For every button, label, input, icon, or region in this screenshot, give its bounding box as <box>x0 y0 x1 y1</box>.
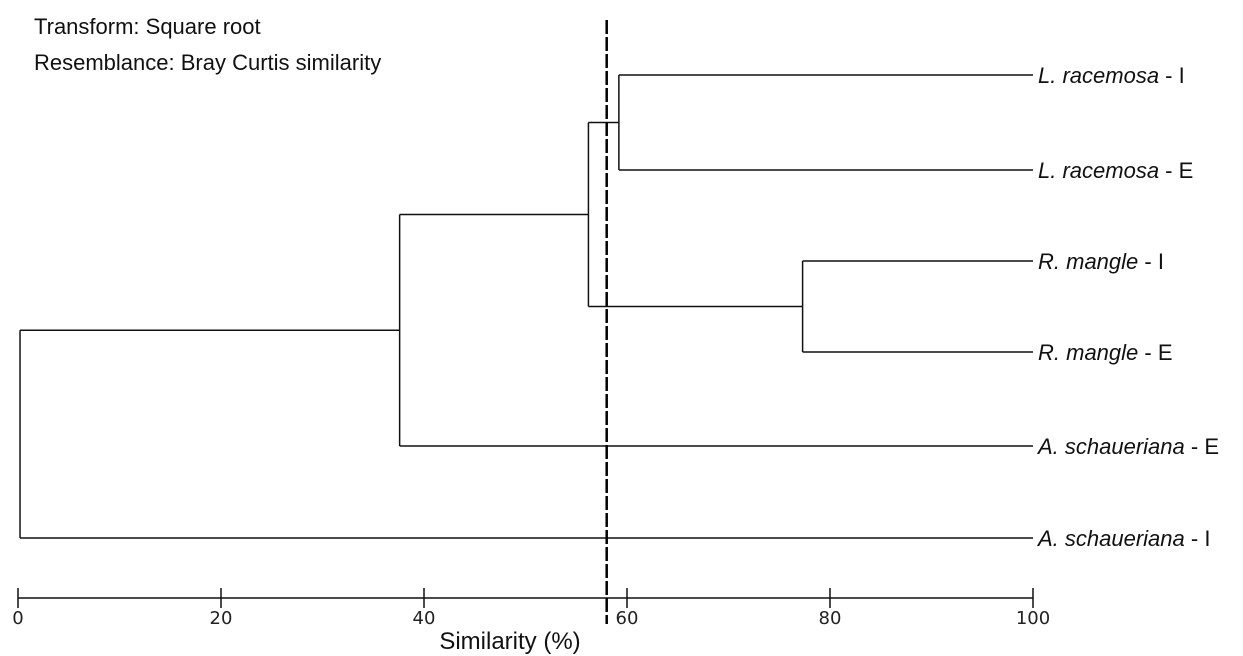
leaf-species: R. mangle <box>1038 340 1138 365</box>
leaf-species: R. mangle <box>1038 249 1138 274</box>
leaf-label: L. racemosa - E <box>1038 158 1193 183</box>
leaf-species: L. racemosa <box>1038 158 1159 183</box>
tick-label: 60 <box>616 608 639 629</box>
leaf-site: - I <box>1159 63 1185 88</box>
leaf-species: A. schaueriana <box>1036 434 1185 459</box>
leaf-species: A. schaueriana <box>1036 526 1185 551</box>
transform-label: Transform: Square root <box>34 14 261 39</box>
tick-label: 100 <box>1016 608 1050 629</box>
leaf-label: A. schaueriana - E <box>1036 434 1219 459</box>
tick-label: 0 <box>12 608 23 629</box>
leaf-site: - E <box>1159 158 1193 183</box>
tick-label: 20 <box>210 608 233 629</box>
leaf-labels: L. racemosa - IL. racemosa - ER. mangle … <box>1036 63 1219 551</box>
leaf-label: R. mangle - E <box>1038 340 1173 365</box>
axis-title: Similarity (%) <box>439 628 580 655</box>
resemblance-label: Resemblance: Bray Curtis similarity <box>34 50 382 75</box>
leaf-site: - E <box>1185 434 1219 459</box>
leaf-label: L. racemosa - I <box>1038 63 1185 88</box>
dendrogram-branches <box>19 74 1033 539</box>
tick-label: 80 <box>819 608 842 629</box>
similarity-axis: 0 20 40 60 80 100 <box>12 588 1050 629</box>
leaf-label: R. mangle - I <box>1038 249 1164 274</box>
leaf-site: - I <box>1185 526 1211 551</box>
leaf-species: L. racemosa <box>1038 63 1159 88</box>
leaf-site: - E <box>1138 340 1172 365</box>
leaf-label: A. schaueriana - I <box>1036 526 1210 551</box>
leaf-site: - I <box>1138 249 1164 274</box>
tick-label: 40 <box>413 608 436 629</box>
